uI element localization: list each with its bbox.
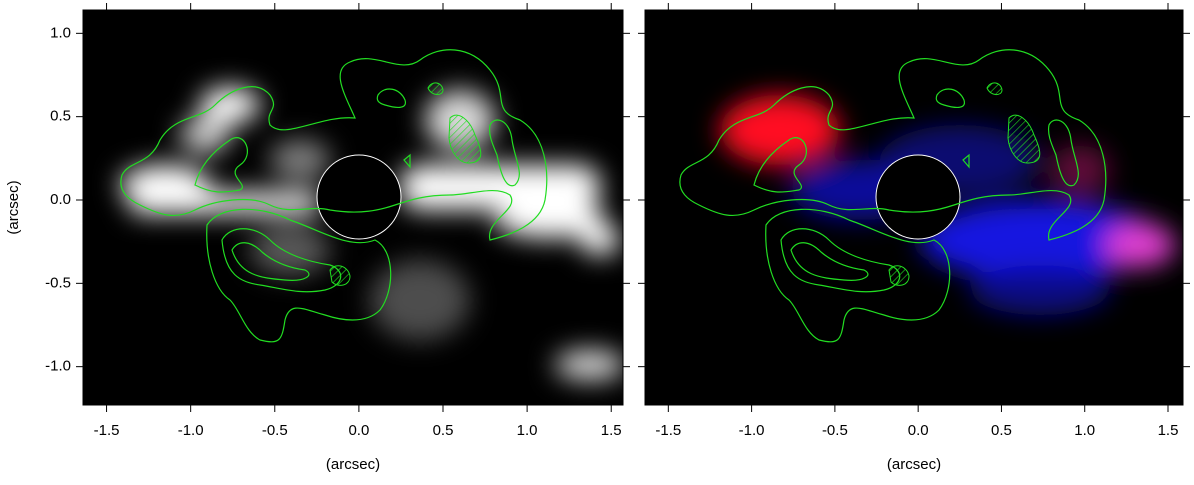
y-tick-label: 1.0 <box>50 24 71 41</box>
y-tick-label: -1.0 <box>45 358 71 375</box>
x-tick-label: -1.5 <box>655 422 681 439</box>
x-tick-label: 1.0 <box>1074 422 1095 439</box>
y-axis-label: (arcsec) <box>5 180 22 234</box>
image-panel-1 <box>83 10 623 405</box>
image-panel-2 <box>645 10 1183 405</box>
y-tick-label: -0.5 <box>45 274 71 291</box>
x-tick-label: 0.5 <box>433 422 454 439</box>
x-axis-label: (arcsec) <box>326 456 380 473</box>
x-tick-label: -1.5 <box>94 422 120 439</box>
x-tick-label: -0.5 <box>262 422 288 439</box>
y-tick-label: 0.5 <box>50 108 71 125</box>
x-tick-label: -1.0 <box>739 422 765 439</box>
y-tick-label: 0.0 <box>50 191 71 208</box>
x-tick-label: 0.0 <box>348 422 369 439</box>
x-tick-label: 0.0 <box>908 422 929 439</box>
x-axis-label: (arcsec) <box>887 456 941 473</box>
plot-frame <box>644 9 1184 406</box>
x-tick-label: 1.0 <box>517 422 538 439</box>
x-tick-label: -0.5 <box>822 422 848 439</box>
x-tick-label: 1.5 <box>601 422 622 439</box>
x-tick-label: 1.5 <box>1158 422 1179 439</box>
x-tick-label: 0.5 <box>991 422 1012 439</box>
x-tick-label: -1.0 <box>178 422 204 439</box>
plot-frame <box>82 9 624 406</box>
